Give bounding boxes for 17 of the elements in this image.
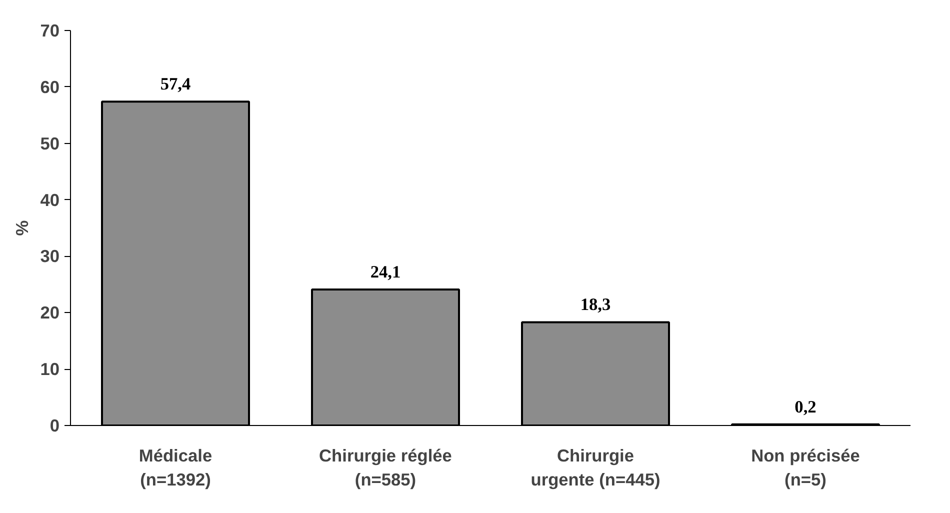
- y-tick-label: 60: [40, 76, 60, 97]
- data-label: 18,3: [580, 295, 611, 314]
- y-tick-label: 0: [50, 416, 60, 436]
- x-tick-label: Chirurgie réglée (n=585): [319, 446, 452, 490]
- y-tick-label: 70: [40, 20, 60, 40]
- y-tick-label: 30: [40, 246, 60, 266]
- y-tick-label: 10: [40, 359, 60, 380]
- data-label: 24,1: [370, 262, 401, 282]
- y-tick-label: 50: [40, 133, 60, 154]
- data-label: 57,4: [160, 74, 191, 94]
- x-tick-label: Non précisée (n=5): [751, 446, 860, 490]
- y-axis-title: %: [12, 220, 32, 236]
- x-tick-label: Médicale (n=1392): [138, 446, 212, 490]
- data-label: 0,2: [794, 397, 816, 416]
- y-tick-label: 40: [40, 190, 60, 210]
- y-tick-label: 20: [40, 302, 60, 323]
- x-tick-label: Chirurgie urgente (n=445): [530, 446, 660, 490]
